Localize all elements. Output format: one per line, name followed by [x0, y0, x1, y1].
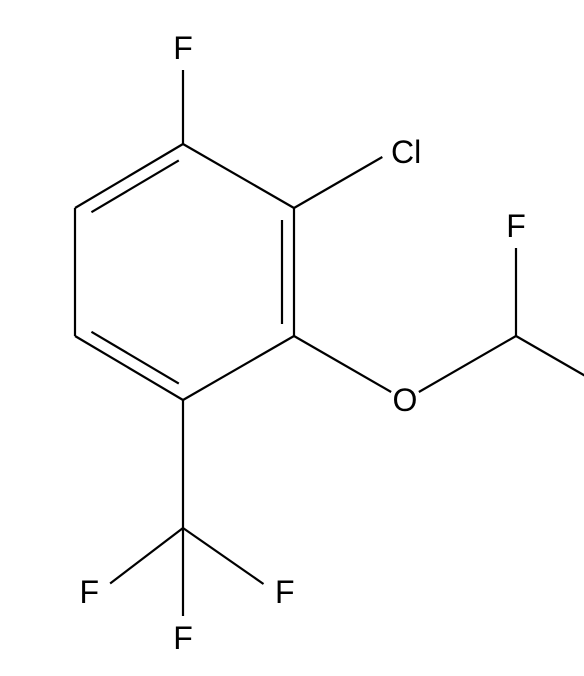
atom-label: O	[393, 382, 418, 418]
bond-line	[294, 157, 382, 208]
bond-line	[183, 528, 264, 584]
atom-label: F	[275, 574, 295, 610]
bond-line	[110, 528, 183, 584]
atom-label: F	[506, 208, 526, 244]
bond-line	[294, 336, 391, 392]
atom-label: F	[79, 574, 99, 610]
bond-line	[516, 336, 584, 393]
bond-line	[91, 160, 178, 212]
molecule-diagram: FClOFFFFF	[0, 0, 584, 676]
atom-label: F	[173, 620, 193, 656]
atom-label: Cl	[391, 134, 421, 170]
atom-label: F	[173, 30, 193, 66]
bond-line	[183, 336, 294, 400]
bond-line	[91, 332, 178, 384]
bond-line	[75, 336, 183, 400]
bond-line	[75, 144, 183, 208]
bond-line	[183, 144, 294, 208]
bond-line	[419, 336, 516, 392]
